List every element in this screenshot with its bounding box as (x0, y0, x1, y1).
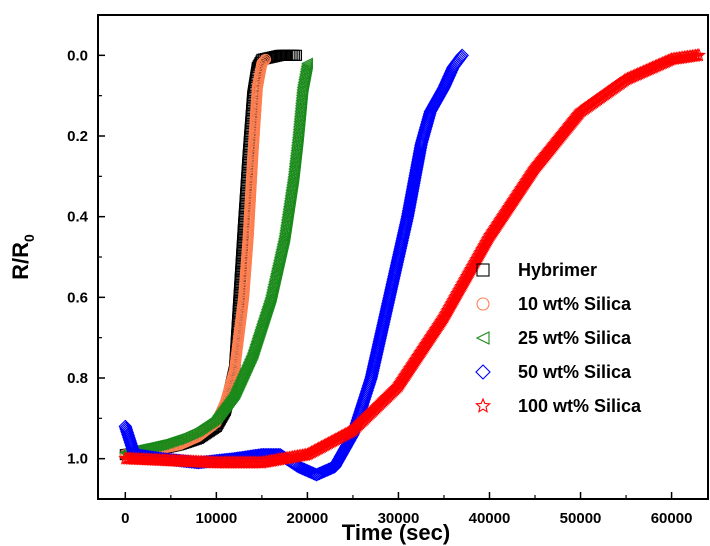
data-point (290, 49, 303, 61)
x-tick-label: 10000 (195, 510, 237, 527)
series-25-wt-silica (119, 57, 313, 459)
y-tick-label: 0.2 (67, 128, 88, 145)
series-hybrimer (119, 49, 303, 461)
legend-marker (474, 397, 492, 413)
series-layer (118, 47, 706, 482)
data-point (312, 466, 327, 481)
data-point (317, 464, 331, 479)
legend-marker (475, 364, 491, 380)
data-point (323, 461, 337, 476)
data-point (259, 53, 272, 65)
y-tick-label: 0.4 (67, 209, 89, 226)
legend-label: 100 wt% Silica (518, 396, 642, 416)
x-tick-label: 20000 (287, 510, 329, 527)
data-point (257, 56, 269, 68)
legend-item: 10 wt% Silica (476, 294, 632, 314)
x-tick-label: 50000 (560, 510, 602, 527)
data-point (258, 55, 270, 67)
x-tick-label: 30000 (378, 510, 420, 527)
legend-label: 25 wt% Silica (518, 328, 632, 348)
data-point (311, 467, 325, 481)
legend: Hybrimer 10 wt% Silica 25 wt% Silica 50 wt%… (474, 260, 642, 416)
data-point (455, 48, 469, 63)
legend-marker (476, 297, 490, 311)
legend-item: 50 wt% Silica (475, 362, 632, 382)
data-point (309, 468, 324, 482)
series-100-wt-silica (118, 47, 706, 469)
series-50-wt-silica (118, 48, 469, 482)
data-point (321, 462, 336, 477)
y-axis: 0.0 0.2 0.4 0.6 0.8 1.0 (67, 47, 105, 468)
y-tick-label: 0.0 (67, 47, 88, 64)
legend-item: Hybrimer (476, 260, 597, 280)
data-point (320, 463, 334, 477)
legend-item: 25 wt% Silica (475, 328, 632, 348)
legend-marker (475, 331, 490, 345)
legend-label: 50 wt% Silica (518, 362, 632, 382)
legend-marker (476, 263, 490, 277)
data-point (324, 461, 339, 475)
x-axis: 0 10000 20000 30000 40000 50000 60000 (121, 492, 692, 527)
y-tick-label: 0.8 (67, 370, 88, 387)
x-tick-label: 0 (121, 510, 129, 527)
legend-item: 100 wt% Silica (474, 396, 642, 416)
x-axis-title: Time (sec) (342, 520, 450, 545)
data-point (314, 466, 328, 480)
y-axis-title: R/R0 (8, 234, 37, 280)
y-tick-label: 0.6 (67, 289, 88, 306)
legend-label: 10 wt% Silica (518, 294, 632, 314)
data-point (301, 57, 313, 70)
data-point (315, 465, 330, 479)
x-tick-label: 40000 (469, 510, 511, 527)
data-point (691, 47, 706, 62)
y-axis-title-subscript: 0 (21, 234, 37, 242)
x-tick-label: 60000 (651, 510, 693, 527)
data-point (256, 57, 268, 69)
legend-label: Hybrimer (518, 260, 597, 280)
y-axis-title-main: R/R (8, 242, 33, 280)
data-point (318, 463, 333, 478)
y-tick-label: 1.0 (67, 451, 88, 468)
